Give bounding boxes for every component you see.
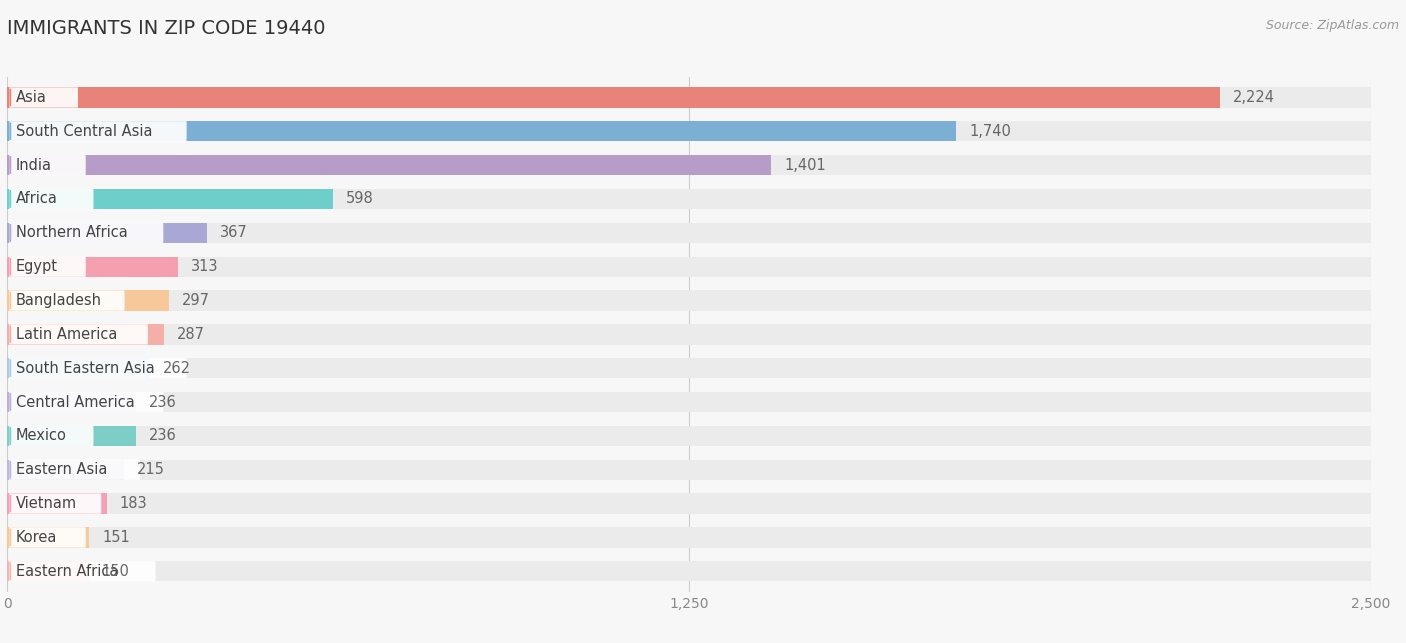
FancyBboxPatch shape [10, 222, 163, 243]
Text: Latin America: Latin America [15, 327, 117, 342]
FancyBboxPatch shape [10, 189, 93, 209]
Bar [7, 358, 1371, 378]
Text: 262: 262 [163, 361, 191, 376]
Text: 150: 150 [101, 564, 129, 579]
Bar [7, 392, 136, 412]
Text: 297: 297 [181, 293, 209, 308]
Text: Central America: Central America [15, 395, 135, 410]
Text: IMMIGRANTS IN ZIP CODE 19440: IMMIGRANTS IN ZIP CODE 19440 [7, 19, 326, 39]
Bar [7, 257, 177, 277]
Bar [7, 324, 163, 345]
Text: Korea: Korea [15, 530, 58, 545]
Bar [7, 222, 1371, 243]
FancyBboxPatch shape [10, 358, 187, 378]
Bar [7, 392, 1371, 412]
Text: 313: 313 [191, 259, 218, 274]
Bar [7, 460, 1371, 480]
Bar [7, 358, 150, 378]
FancyBboxPatch shape [10, 426, 93, 446]
Bar [7, 527, 1371, 548]
Text: Eastern Africa: Eastern Africa [15, 564, 118, 579]
Text: South Eastern Asia: South Eastern Asia [15, 361, 155, 376]
Bar [7, 561, 1371, 581]
Bar [7, 87, 1220, 107]
FancyBboxPatch shape [10, 324, 148, 345]
Bar [7, 291, 169, 311]
FancyBboxPatch shape [10, 460, 141, 480]
Text: 287: 287 [177, 327, 204, 342]
Text: South Central Asia: South Central Asia [15, 124, 152, 139]
Bar [7, 121, 956, 141]
Text: Bangladesh: Bangladesh [15, 293, 101, 308]
FancyBboxPatch shape [10, 121, 187, 141]
Text: 236: 236 [149, 428, 177, 444]
Bar [7, 189, 1371, 209]
Text: Source: ZipAtlas.com: Source: ZipAtlas.com [1265, 19, 1399, 32]
Text: 1,740: 1,740 [969, 124, 1011, 139]
Text: 2,224: 2,224 [1233, 90, 1275, 105]
Bar [7, 493, 1371, 514]
Text: India: India [15, 158, 52, 173]
Text: 215: 215 [138, 462, 165, 477]
Bar [7, 189, 333, 209]
FancyBboxPatch shape [10, 561, 156, 581]
Bar [7, 155, 1371, 176]
Bar [7, 121, 1371, 141]
FancyBboxPatch shape [10, 392, 163, 412]
Text: Northern Africa: Northern Africa [15, 225, 128, 240]
Bar [7, 426, 136, 446]
Bar [7, 155, 772, 176]
Text: 1,401: 1,401 [785, 158, 825, 173]
FancyBboxPatch shape [10, 155, 86, 176]
Bar [7, 527, 90, 548]
Bar [7, 561, 89, 581]
Bar [7, 222, 207, 243]
Text: Mexico: Mexico [15, 428, 67, 444]
Bar [7, 493, 107, 514]
Text: Asia: Asia [15, 90, 46, 105]
FancyBboxPatch shape [10, 527, 86, 548]
FancyBboxPatch shape [10, 87, 77, 107]
Bar [7, 460, 124, 480]
Bar [7, 426, 1371, 446]
Bar [7, 87, 1371, 107]
Text: 598: 598 [346, 192, 374, 206]
Text: 183: 183 [120, 496, 148, 511]
Bar [7, 324, 1371, 345]
FancyBboxPatch shape [10, 257, 86, 277]
Text: 367: 367 [221, 225, 247, 240]
Text: Africa: Africa [15, 192, 58, 206]
Text: Vietnam: Vietnam [15, 496, 77, 511]
Text: 236: 236 [149, 395, 177, 410]
Text: 151: 151 [103, 530, 131, 545]
Text: Egypt: Egypt [15, 259, 58, 274]
Bar [7, 257, 1371, 277]
Text: Eastern Asia: Eastern Asia [15, 462, 107, 477]
FancyBboxPatch shape [10, 291, 125, 311]
Bar [7, 291, 1371, 311]
FancyBboxPatch shape [10, 493, 101, 514]
